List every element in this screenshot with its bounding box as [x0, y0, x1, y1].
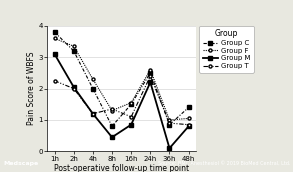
Text: Medscape: Medscape [3, 161, 38, 166]
Text: Source: BMC Anesthesiol © 2019 BioMed Central, Ltd.: Source: BMC Anesthesiol © 2019 BioMed Ce… [158, 161, 290, 166]
Y-axis label: Pain Score of WBFS: Pain Score of WBFS [27, 52, 36, 125]
Legend: Group C, Group F, Group M, Group T: Group C, Group F, Group M, Group T [199, 26, 254, 73]
X-axis label: Post-operative follow-up time point: Post-operative follow-up time point [54, 164, 189, 172]
